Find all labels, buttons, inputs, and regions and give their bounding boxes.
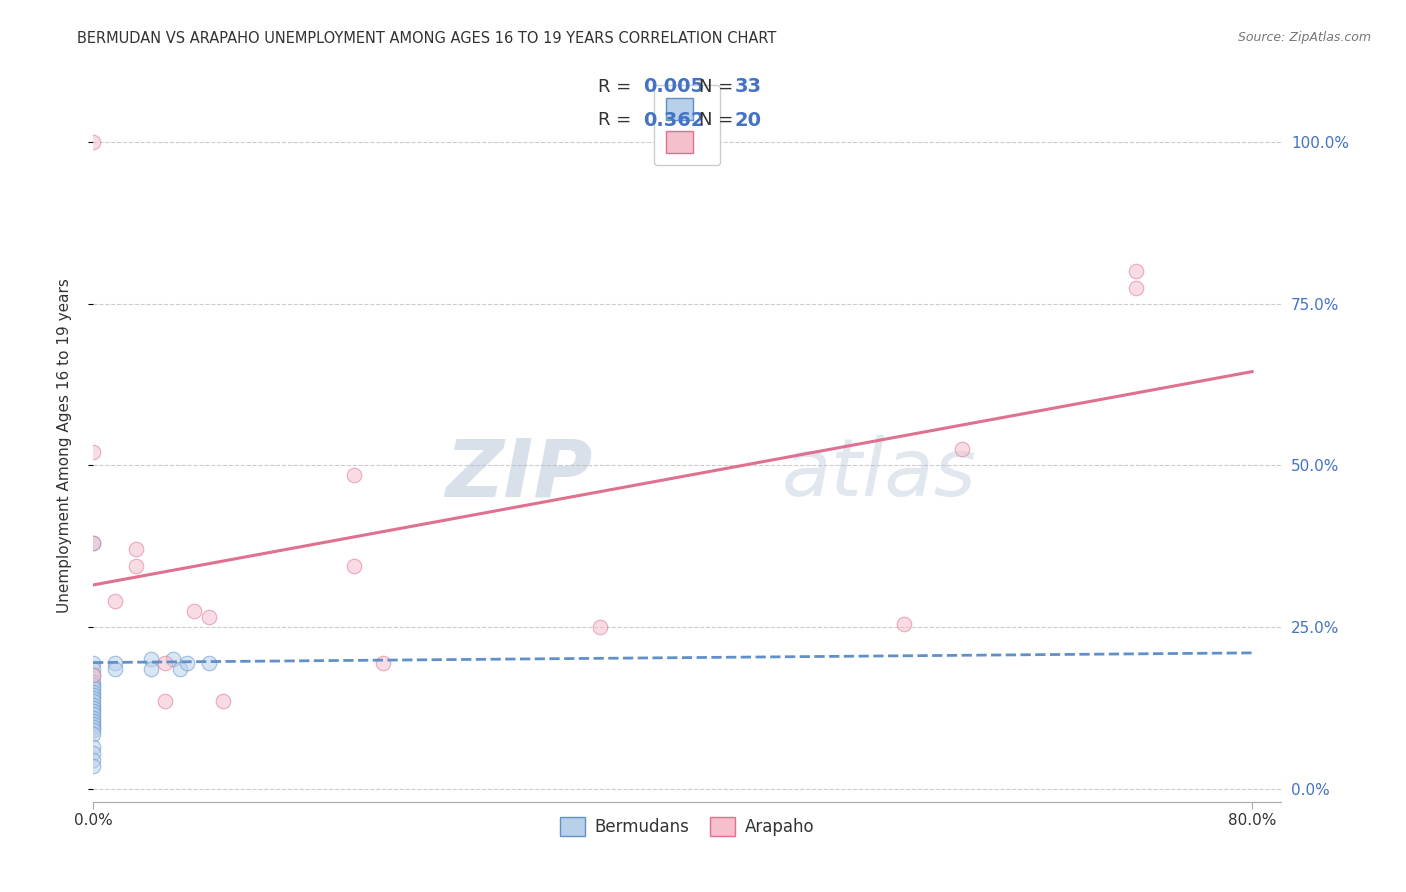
- Text: atlas: atlas: [782, 435, 977, 514]
- Point: [139, 652, 162, 666]
- Point: [1125, 264, 1147, 278]
- Point: [198, 610, 221, 624]
- Text: R =: R =: [598, 78, 631, 95]
- Point: [82, 678, 104, 692]
- Point: [104, 662, 127, 676]
- Point: [82, 701, 104, 715]
- Text: 0.362: 0.362: [643, 111, 704, 129]
- Text: 0.005: 0.005: [643, 78, 704, 96]
- Point: [82, 723, 104, 738]
- Point: [82, 727, 104, 741]
- Point: [893, 616, 915, 631]
- Point: [155, 656, 177, 670]
- Point: [82, 536, 104, 550]
- Point: [104, 656, 127, 670]
- Text: N =: N =: [699, 112, 733, 129]
- Point: [82, 688, 104, 702]
- Point: [343, 468, 366, 483]
- Point: [82, 656, 104, 670]
- Text: Source: ZipAtlas.com: Source: ZipAtlas.com: [1237, 31, 1371, 45]
- Point: [82, 662, 104, 676]
- Point: [343, 558, 366, 573]
- Point: [198, 656, 221, 670]
- Text: ZIP: ZIP: [444, 435, 592, 514]
- Text: 33: 33: [734, 78, 762, 96]
- Point: [82, 536, 104, 550]
- Point: [1125, 280, 1147, 294]
- Point: [82, 739, 104, 754]
- Point: [371, 656, 394, 670]
- Point: [82, 135, 104, 149]
- Point: [82, 759, 104, 773]
- Point: [82, 684, 104, 698]
- Point: [82, 704, 104, 718]
- Point: [82, 698, 104, 712]
- Point: [212, 694, 235, 708]
- Y-axis label: Unemployment Among Ages 16 to 19 years: Unemployment Among Ages 16 to 19 years: [58, 278, 72, 614]
- Point: [176, 656, 198, 670]
- Point: [82, 691, 104, 706]
- Point: [82, 681, 104, 696]
- Point: [169, 662, 191, 676]
- Point: [82, 720, 104, 734]
- Point: [950, 442, 973, 457]
- Point: [82, 694, 104, 708]
- Text: R =: R =: [598, 112, 631, 129]
- Point: [125, 542, 148, 557]
- Text: 20: 20: [734, 111, 762, 129]
- Legend: Bermudans, Arapaho: Bermudans, Arapaho: [553, 811, 821, 843]
- Point: [82, 675, 104, 690]
- Point: [82, 668, 104, 682]
- Point: [82, 717, 104, 731]
- Point: [82, 714, 104, 728]
- Point: [82, 707, 104, 722]
- Point: [82, 445, 104, 459]
- Point: [125, 558, 148, 573]
- Point: [104, 594, 127, 608]
- Point: [155, 694, 177, 708]
- Text: BERMUDAN VS ARAPAHO UNEMPLOYMENT AMONG AGES 16 TO 19 YEARS CORRELATION CHART: BERMUDAN VS ARAPAHO UNEMPLOYMENT AMONG A…: [77, 31, 776, 46]
- Point: [139, 662, 162, 676]
- Point: [162, 652, 184, 666]
- Text: N =: N =: [699, 78, 733, 95]
- Point: [183, 604, 205, 618]
- Point: [589, 620, 612, 634]
- Point: [82, 668, 104, 682]
- Point: [82, 746, 104, 760]
- Point: [82, 753, 104, 767]
- Point: [82, 710, 104, 724]
